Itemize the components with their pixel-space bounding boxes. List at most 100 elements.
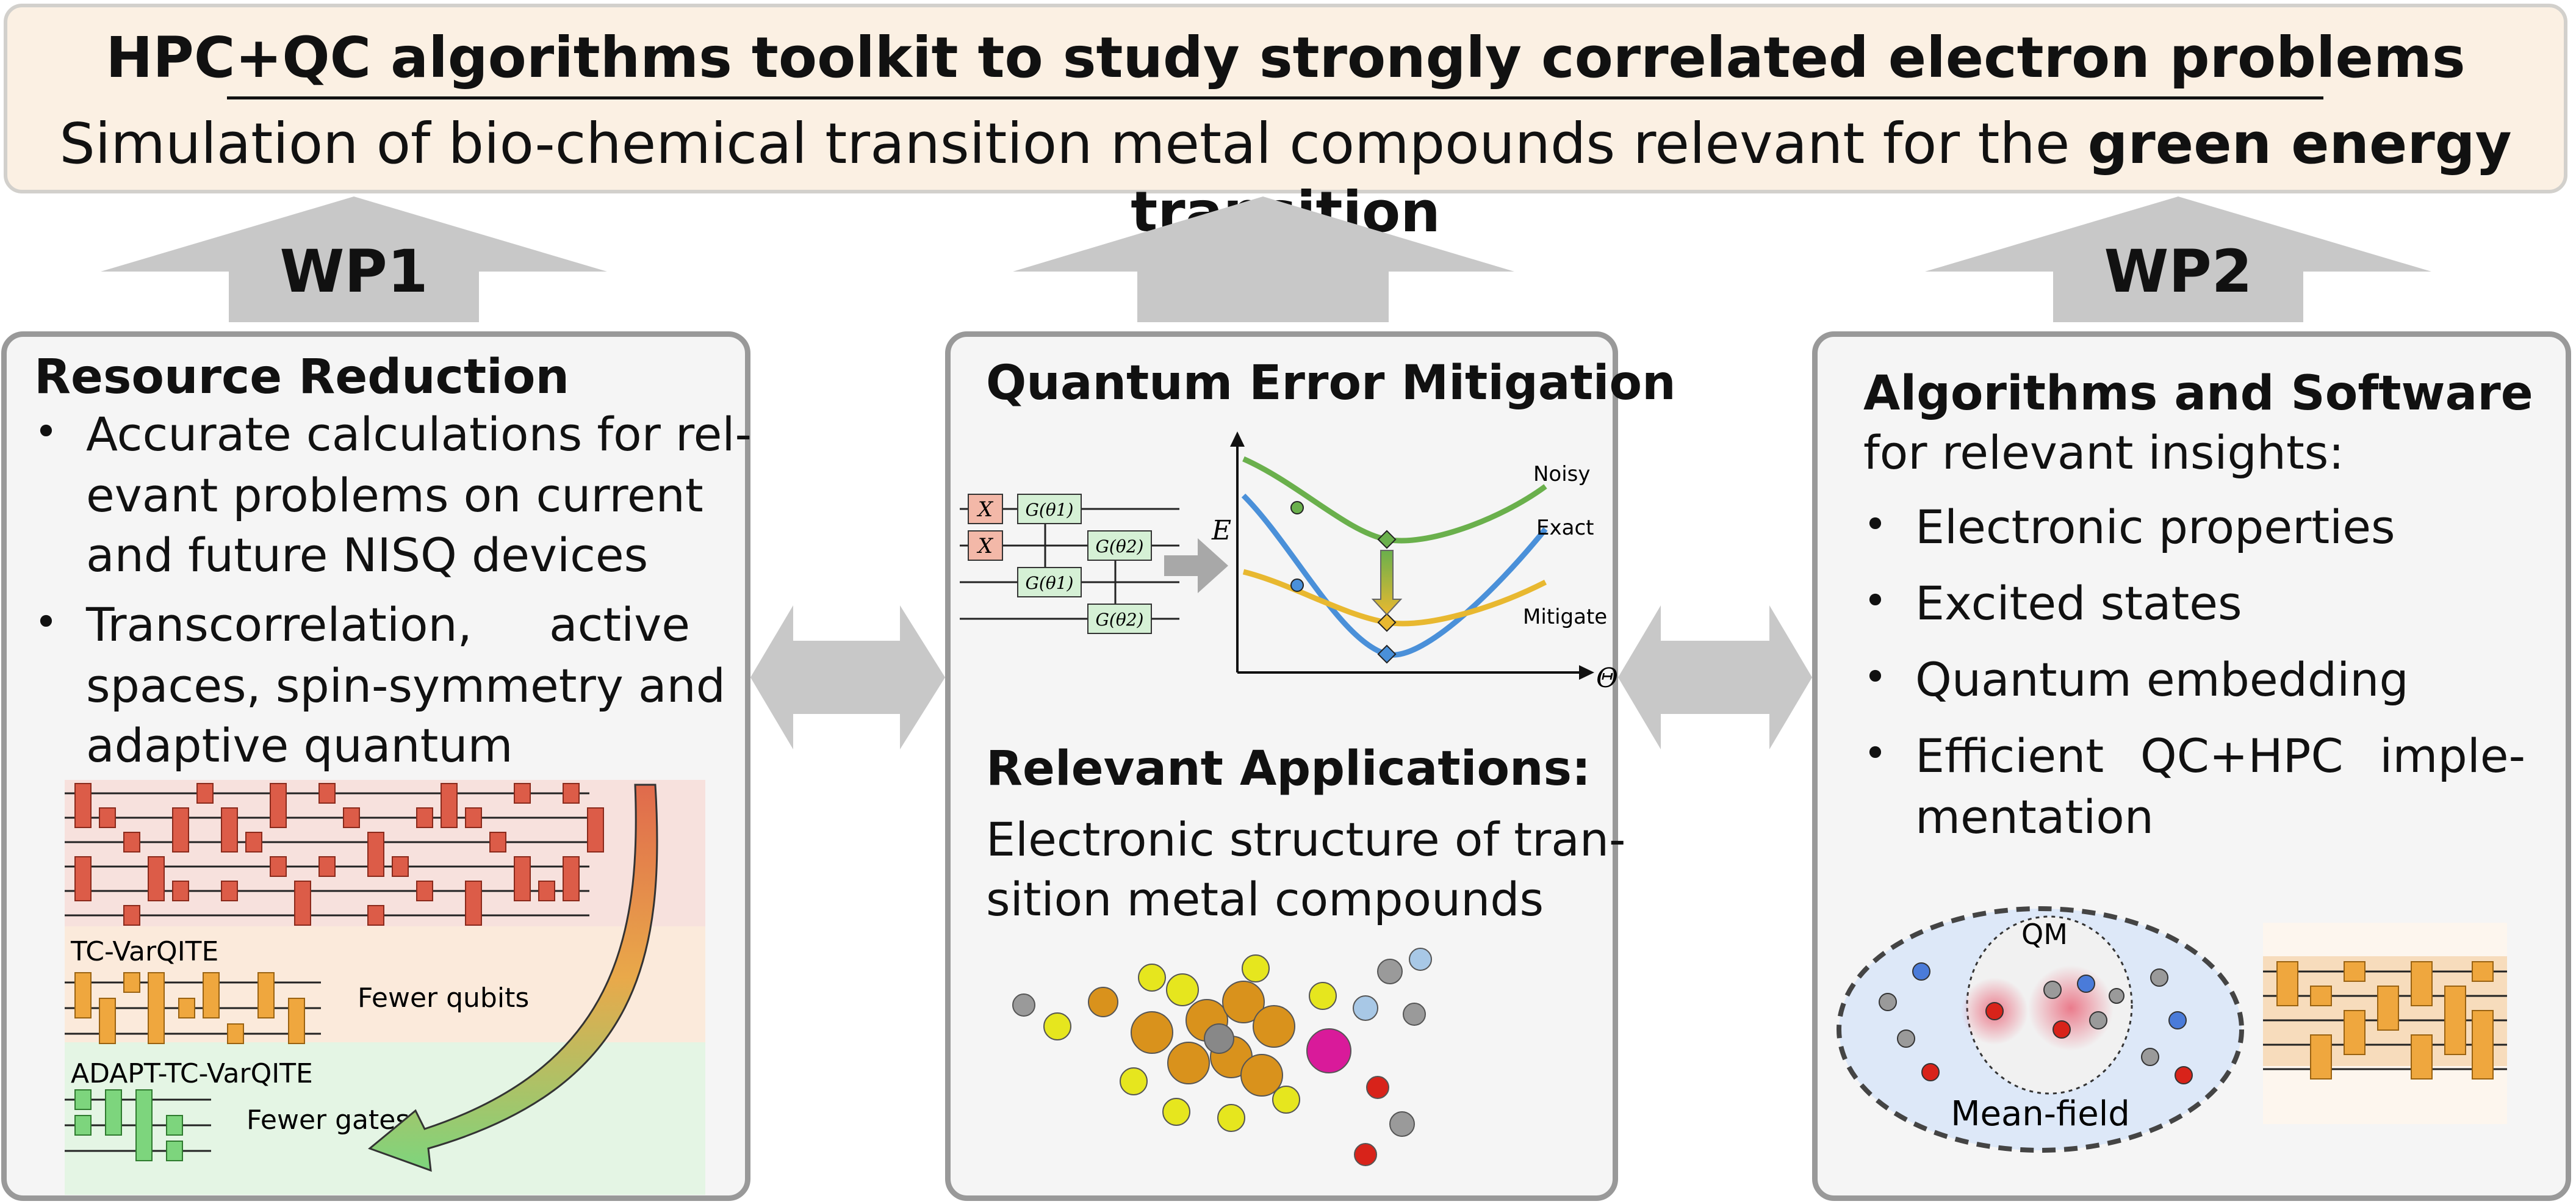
gate-block — [2310, 986, 2332, 1006]
gate-block — [416, 881, 433, 901]
gate-block — [123, 832, 140, 853]
gate-block — [563, 856, 580, 901]
title-banner: HPC+QC algorithms toolkit to study stron… — [4, 4, 2567, 245]
molecule-atom — [1353, 995, 1378, 1021]
circuit-tc — [65, 972, 321, 1044]
banner-title: HPC+QC algorithms toolkit to study stron… — [106, 25, 2466, 90]
circuit-to-plot-arrow — [1164, 538, 1228, 593]
gate-block — [367, 832, 384, 877]
list-item: Quantum embedding — [1915, 652, 2409, 707]
mitigate-label: Mitigate — [1523, 605, 1607, 629]
panel-heading: Quantum Error Mitigation — [986, 356, 1676, 411]
molecule-atom — [1204, 1023, 1234, 1054]
banner-subtitle-text: Simulation of bio-chemical transition me… — [59, 111, 2088, 176]
embedding-figure: QM Mean-field — [1837, 906, 2244, 1153]
molecule-atom — [1162, 1098, 1190, 1126]
molecule-atom — [1012, 993, 1035, 1017]
gate-block — [2344, 961, 2366, 982]
gate-block — [2310, 1034, 2332, 1080]
exact-point — [1290, 579, 1304, 592]
gate-block — [416, 807, 433, 828]
molecule-atom — [1240, 1054, 1283, 1097]
gate-block — [2411, 961, 2433, 1006]
up-arrow-middle — [1013, 196, 1514, 322]
bullet-dot: • — [1863, 730, 1887, 777]
gate-block — [74, 856, 92, 901]
gate-block — [270, 856, 287, 877]
label-tc-varqite: TC-VarQITE — [70, 936, 218, 967]
label-fewer-qubits: Fewer qubits — [358, 982, 529, 1014]
up-arrow-right — [1925, 196, 2431, 322]
mitigation-arrow — [1371, 550, 1403, 616]
g2-gate-label: G(θ2) — [1096, 610, 1144, 630]
applications-line: Electronic structure of tran- — [986, 812, 1626, 867]
qm-label: QM — [2021, 918, 2068, 951]
embedding-atom — [2053, 1020, 2071, 1039]
gate-block — [74, 1115, 92, 1136]
gate-block — [318, 783, 336, 804]
bullet-line: Transcorrelation, active — [86, 597, 690, 652]
g1-gate-label: G(θ1) — [1026, 500, 1074, 520]
gate-block — [489, 832, 506, 853]
band-red — [65, 780, 705, 926]
applications-line: sition metal compounds — [986, 872, 1544, 926]
banner-subtitle: Simulation of bio-chemical transition me… — [7, 110, 2564, 247]
x-gate-label: X — [976, 497, 994, 522]
gate-block — [2411, 1034, 2433, 1080]
double-arrow-right — [1618, 605, 1812, 749]
molecule-atom — [1272, 1086, 1300, 1114]
molecule-atom — [1242, 954, 1270, 982]
gate-block — [148, 972, 165, 1044]
list-item: Efficient QC+HPC imple- — [1915, 729, 2525, 783]
exact-curve — [1241, 493, 1548, 658]
right-circuit — [2263, 923, 2507, 1124]
gate-block — [392, 856, 409, 877]
molecule-atom — [1138, 964, 1166, 992]
x-axis-head — [1579, 665, 1594, 680]
gate-block — [318, 856, 336, 877]
gate-block — [74, 783, 92, 828]
g1-gate — [1017, 567, 1082, 597]
panel-algorithms-software: Algorithms and Software for relevant ins… — [1812, 331, 2571, 1201]
gate-block — [172, 881, 189, 901]
bullet-dot: • — [34, 599, 58, 646]
g2-gate — [1087, 530, 1152, 561]
up-arrow-left — [101, 196, 607, 322]
noisy-curve — [1242, 456, 1547, 544]
molecule-atom — [1309, 982, 1337, 1010]
gate-block — [221, 881, 238, 901]
molecule-atom — [1120, 1067, 1148, 1095]
mitigation-circuit: X X G(θ1) G(θ1) G(θ2) G(θ2) — [960, 494, 1179, 634]
exact-label: Exact — [1536, 516, 1594, 540]
molecule-atom — [1131, 1011, 1173, 1054]
g1-gate-label: G(θ1) — [1026, 573, 1074, 593]
molecule-atom — [1366, 1076, 1389, 1099]
y-axis-head — [1230, 431, 1245, 447]
gate-block — [465, 881, 482, 926]
embedding-atom — [2089, 1011, 2107, 1029]
molecule-image — [1012, 948, 1432, 1166]
embedding-atom — [2150, 968, 2168, 987]
circuit-gates — [2263, 961, 2507, 1080]
panel-error-mitigation: Quantum Error Mitigation X X G(θ1) G(θ1)… — [945, 331, 1676, 1201]
panel-heading: Resource Reduction — [34, 350, 569, 405]
gate-block — [563, 783, 580, 804]
molecule-atom — [1222, 981, 1265, 1023]
gate-block — [2472, 961, 2494, 982]
molecule-atom — [1167, 1042, 1210, 1084]
wp1-label: WP1 — [279, 237, 428, 306]
molecule-atom — [1253, 1005, 1295, 1048]
x-axis-label: Θ — [1596, 663, 1618, 694]
gate-block — [2276, 961, 2298, 1006]
circuit-adapt — [65, 1089, 211, 1161]
gate-block — [105, 1089, 122, 1136]
gate-block — [2377, 986, 2399, 1031]
x-gate — [968, 494, 1003, 524]
embedding-atom — [2043, 981, 2062, 999]
gate-block — [294, 881, 311, 926]
molecule-atom — [1043, 1012, 1071, 1040]
gate-block — [148, 856, 165, 901]
exact-min-marker — [1377, 644, 1397, 664]
embedding-atom — [1921, 1063, 1940, 1081]
